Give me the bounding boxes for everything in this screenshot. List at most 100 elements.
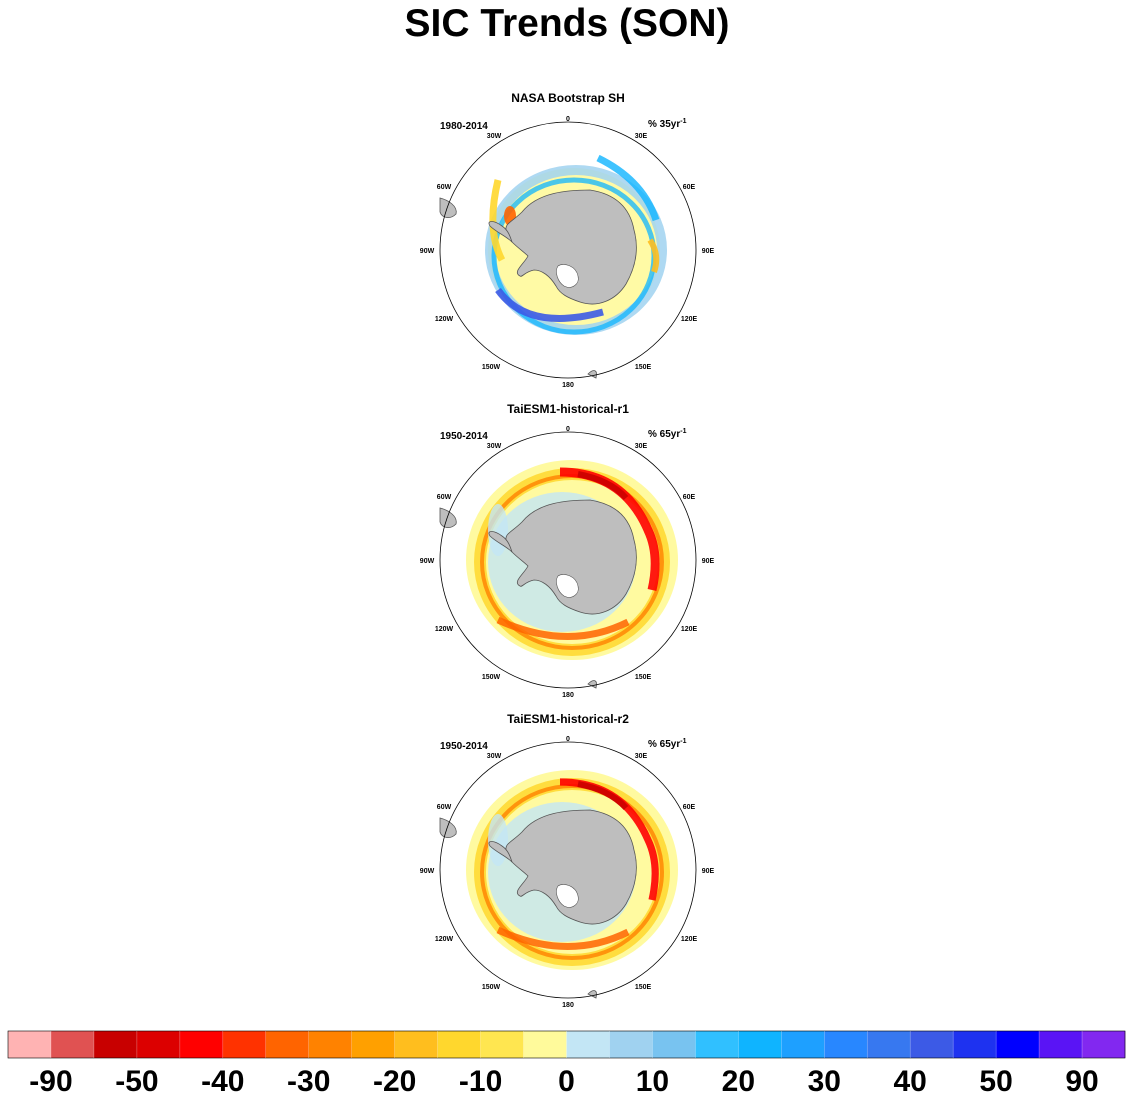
trend-arc bbox=[496, 616, 630, 640]
trend-arc bbox=[647, 238, 660, 273]
ross-ice-shelf bbox=[556, 574, 579, 598]
colorbar-tick-label: -20 bbox=[373, 1065, 416, 1098]
longitude-label: 60W bbox=[437, 184, 452, 191]
colorbar-swatch bbox=[996, 1031, 1040, 1058]
longitude-label: 150E bbox=[635, 984, 652, 991]
colorbar-swatch bbox=[523, 1031, 567, 1058]
antarctica-landmass bbox=[439, 809, 637, 999]
longitude-label: 120E bbox=[681, 936, 698, 943]
new-zealand bbox=[587, 370, 597, 379]
antarctica-landmass bbox=[439, 499, 637, 689]
trend-patch bbox=[488, 504, 508, 556]
longitude-label: 60W bbox=[437, 494, 452, 501]
longitude-label: 90W bbox=[420, 248, 435, 255]
longitude-label: 90E bbox=[702, 558, 715, 565]
colorbar-swatch bbox=[781, 1031, 825, 1058]
ross-ice-shelf bbox=[556, 884, 579, 908]
colorbar-swatch bbox=[308, 1031, 352, 1058]
longitude-label: 60E bbox=[683, 184, 696, 191]
longitude-label: 180 bbox=[562, 382, 574, 389]
trend-arc bbox=[496, 926, 630, 950]
longitude-label: 0 bbox=[566, 426, 570, 433]
south-america bbox=[439, 817, 457, 838]
ross-ice-shelf bbox=[556, 264, 579, 288]
longitude-label: 120E bbox=[681, 316, 698, 323]
antarctica-landmass bbox=[439, 189, 637, 379]
colorbar-tick-label: 20 bbox=[722, 1065, 755, 1098]
new-zealand bbox=[587, 990, 597, 999]
colorbar-tick-label: 50 bbox=[979, 1065, 1012, 1098]
longitude-label: 150W bbox=[482, 984, 501, 991]
panel-title: TaiESM1-historical-r2 bbox=[507, 712, 629, 726]
map-panel: TaiESM1-historical-r1 1950-2014 % 65yr-1 0 3… bbox=[420, 402, 715, 699]
longitude-label: 120E bbox=[681, 626, 698, 633]
colorbar-swatch bbox=[265, 1031, 310, 1058]
longitude-label: 60E bbox=[683, 804, 696, 811]
colorbar-swatch bbox=[437, 1031, 481, 1058]
colorbar-swatch bbox=[8, 1031, 52, 1058]
longitude-label: 150W bbox=[482, 364, 501, 371]
units-label: % 65yr-1 bbox=[648, 738, 687, 750]
colorbar-tick-label: -50 bbox=[115, 1065, 158, 1098]
longitude-label: 90W bbox=[420, 558, 435, 565]
longitude-label: 60W bbox=[437, 804, 452, 811]
longitude-label: 90E bbox=[702, 248, 715, 255]
longitude-label: 30W bbox=[487, 753, 502, 760]
colorbar-swatch bbox=[50, 1031, 95, 1058]
map-boundary bbox=[439, 431, 697, 689]
longitude-label: 150W bbox=[482, 674, 501, 681]
colorbar-swatch bbox=[867, 1031, 911, 1058]
longitude-label: 120W bbox=[435, 936, 454, 943]
longitude-label: 150E bbox=[635, 674, 652, 681]
period-label: 1980-2014 bbox=[440, 121, 488, 132]
trend-patch bbox=[488, 814, 508, 866]
longitude-label: 30E bbox=[635, 753, 648, 760]
colorbar-tick-label: 0 bbox=[558, 1065, 575, 1098]
colorbar-tick-label: -90 bbox=[29, 1065, 72, 1098]
colorbar-swatch bbox=[1039, 1031, 1083, 1058]
longitude-label: 60E bbox=[683, 494, 696, 501]
trend-arc bbox=[577, 781, 629, 811]
panel-title: NASA Bootstrap SH bbox=[511, 91, 625, 105]
colorbar-tick-label: 10 bbox=[636, 1065, 669, 1098]
colorbar-swatch bbox=[480, 1031, 524, 1058]
longitude-label: 180 bbox=[562, 692, 574, 699]
figure-title: SIC Trends (SON) bbox=[404, 2, 730, 45]
units-label: % 65yr-1 bbox=[648, 428, 687, 440]
longitude-label: 120W bbox=[435, 316, 454, 323]
map-boundary bbox=[439, 121, 697, 379]
colorbar-tick-label: -30 bbox=[287, 1065, 330, 1098]
antarctic-peninsula bbox=[488, 531, 513, 553]
colorbar-swatch bbox=[222, 1031, 267, 1058]
colorbar-swatch bbox=[609, 1031, 653, 1058]
longitude-label: 30E bbox=[635, 133, 648, 140]
antarctic-peninsula bbox=[488, 221, 513, 243]
antarctic-peninsula bbox=[488, 841, 513, 863]
south-america bbox=[439, 507, 457, 528]
colorbar-swatch bbox=[824, 1031, 868, 1058]
longitude-label: 30W bbox=[487, 443, 502, 450]
colorbar-tick-label: -40 bbox=[201, 1065, 244, 1098]
trend-arc bbox=[596, 154, 660, 222]
longitude-label: 90E bbox=[702, 868, 715, 875]
longitude-label: 120W bbox=[435, 626, 454, 633]
polar-maps: NASA Bootstrap SH 1980-2014 % 35yr-1 0 30E 60… bbox=[420, 91, 715, 1009]
map-panel: TaiESM1-historical-r2 1950-2014 % 65yr-1 0 3… bbox=[420, 712, 715, 1009]
colorbar-swatch bbox=[652, 1031, 696, 1058]
south-america bbox=[439, 197, 457, 218]
longitude-label: 90W bbox=[420, 868, 435, 875]
panel-title: TaiESM1-historical-r1 bbox=[507, 402, 629, 416]
map-panel: NASA Bootstrap SH 1980-2014 % 35yr-1 0 30E 60… bbox=[420, 91, 715, 389]
longitude-label: 150E bbox=[635, 364, 652, 371]
colorbar: -90 -50 -40 -30 -20 -10 0 10 20 30 40 50 90 bbox=[7, 1030, 1126, 1098]
colorbar-swatch bbox=[695, 1031, 739, 1058]
colorbar-tick-label: 90 bbox=[1065, 1065, 1098, 1098]
colorbar-swatch bbox=[738, 1031, 782, 1058]
colorbar-swatch bbox=[1082, 1031, 1126, 1058]
longitude-label: 0 bbox=[566, 736, 570, 743]
colorbar-swatch bbox=[136, 1031, 181, 1058]
longitude-label: 0 bbox=[566, 116, 570, 123]
colorbar-tick-label: -10 bbox=[459, 1065, 502, 1098]
units-label: % 35yr-1 bbox=[648, 118, 687, 130]
longitude-label: 30E bbox=[635, 443, 648, 450]
